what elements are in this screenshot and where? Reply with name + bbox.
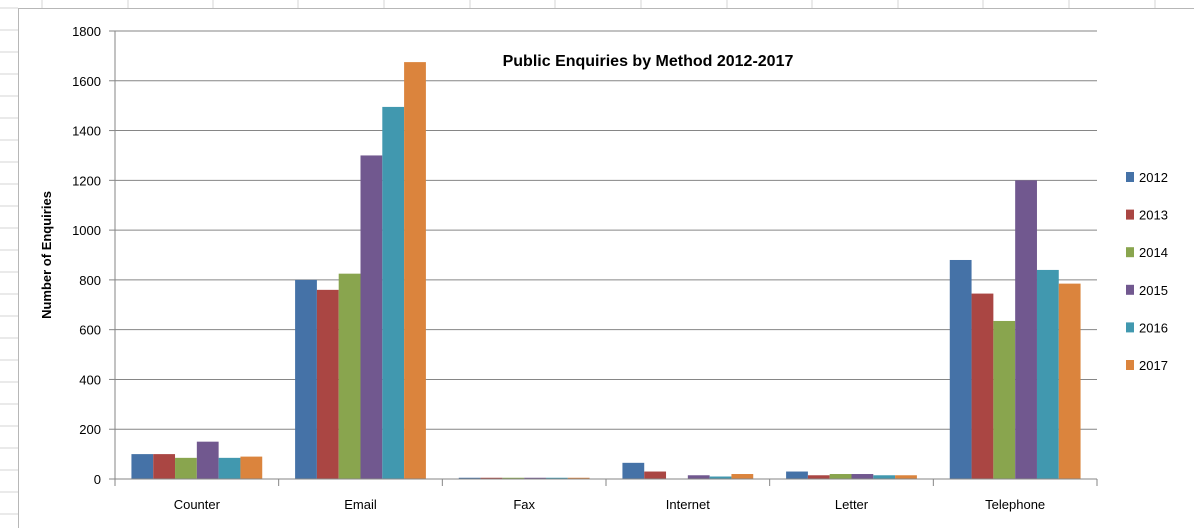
bar-2012-email [295,279,317,479]
legend-swatch [1126,322,1134,333]
legend-label: 2012 [1139,170,1168,185]
legend-label: 2015 [1139,283,1168,298]
y-axis: 0 200 400 600 800 1000 1200 1400 1600 1800 [72,24,116,487]
y-tick-label: 1400 [72,124,101,139]
bar-2013-fax [480,477,503,479]
y-tick-label: 400 [79,372,101,387]
legend-label: 2016 [1139,320,1168,335]
x-tick-label: Internet [666,497,710,512]
bar-2017-letter [895,475,917,479]
bar-2017-email [404,62,426,479]
y-tick-label: 1600 [72,74,101,89]
chart-title: Public Enquiries by Method 2012-2017 [503,53,794,70]
bar-2015-letter [851,474,874,479]
bar-2015-internet [687,475,710,479]
legend-label: 2013 [1139,208,1168,223]
bar-2015-email [360,155,383,479]
bar-2012-telephone [949,259,972,479]
x-tick-label: Counter [174,497,221,512]
bar-2017-telephone [1058,283,1081,479]
x-tick-label: Telephone [985,497,1045,512]
bar-2014-fax [502,477,525,479]
legend-swatch [1126,247,1134,258]
bar-2012-counter [131,454,154,479]
legend: 2012 2013 2014 2015 2016 2017 [1126,170,1168,373]
x-tick-label: Fax [513,497,535,512]
bar-2017-counter [240,456,263,479]
bar-2012-fax [458,477,481,479]
bar-2015-counter [196,441,219,479]
legend-swatch [1126,284,1134,295]
bar-2013-letter [807,475,830,479]
y-tick-label: 1800 [72,24,101,39]
bar-2013-email [316,289,339,479]
legend-swatch [1126,209,1134,220]
y-axis-title: Number of Enquiries [39,191,54,319]
x-axis: Counter Email Fax Internet Letter Telephone [114,478,1098,512]
bar-2017-fax [567,477,590,479]
bar-2014-telephone [993,320,1016,479]
bar-2013-internet [644,471,667,479]
bar-2012-letter [786,471,808,479]
bar-2016-internet [709,476,732,479]
bar-2012-internet [622,462,645,479]
bar-2017-internet [731,474,754,479]
bar-2016-counter [218,457,241,479]
bar-2016-email [382,106,405,480]
y-tick-label: 200 [79,422,101,437]
bar-2014-email [338,273,361,479]
bar-2015-fax [524,477,546,479]
x-tick-label: Email [344,497,377,512]
bar-2016-letter [873,475,896,479]
bar-2015-telephone [1015,180,1037,480]
bar-2014-letter [829,474,852,479]
x-tick-label: Letter [835,497,869,512]
y-tick-label: 1200 [72,173,101,188]
y-tick-label: 800 [79,273,101,288]
y-tick-label: 1000 [72,223,101,238]
bars [131,62,1081,480]
y-tick-label: 600 [79,323,101,338]
bar-2013-counter [153,454,176,479]
bar-2014-counter [175,457,197,479]
gridlines [115,30,1097,430]
bar-2016-fax [545,477,568,479]
legend-swatch [1126,360,1134,370]
bar-2016-telephone [1036,269,1059,479]
legend-swatch [1126,172,1134,182]
legend-label: 2014 [1139,245,1168,260]
y-tick-label: 0 [94,472,101,487]
legend-label: 2017 [1139,358,1168,373]
bar-2013-telephone [971,293,994,479]
